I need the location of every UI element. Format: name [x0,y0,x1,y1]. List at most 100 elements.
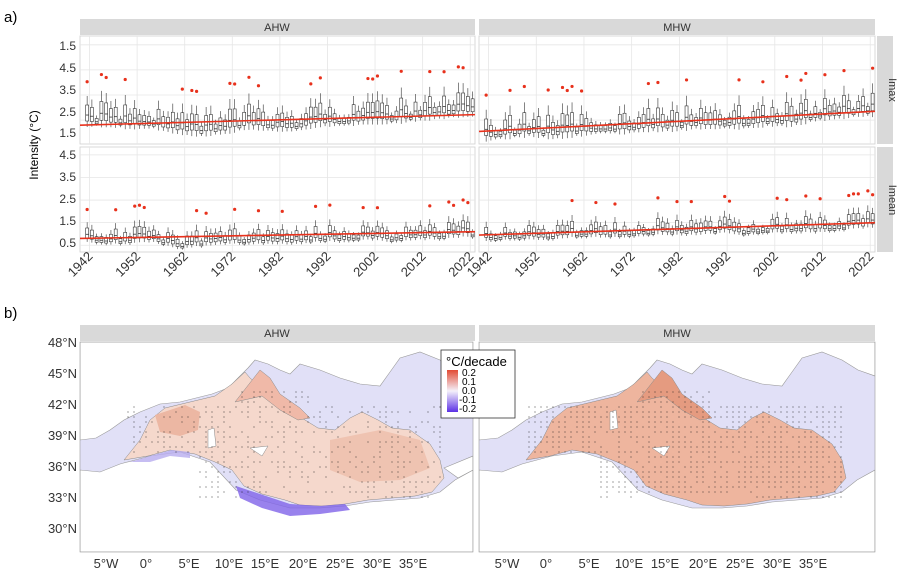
significance-dot [798,471,800,473]
xtick-1962: 1962 [160,249,191,280]
significance-dot [283,466,285,468]
significance-dot [744,461,746,463]
significance-dot [738,486,740,488]
significance-dot [133,441,135,443]
significance-dot [798,486,800,488]
significance-dot [786,481,788,483]
significance-dot [205,451,207,453]
box-ahw-imax-1950 [128,108,132,129]
xtick-2002: 2002 [750,249,781,280]
significance-dot [582,406,584,408]
outlier-point [823,73,827,77]
significance-dot [810,476,812,478]
ytick-bot-2: 1.5 [59,214,76,228]
significance-dot [762,466,764,468]
significance-dot [834,416,836,418]
significance-dot [241,431,243,433]
significance-dot [175,411,177,413]
outlier-point [466,201,470,205]
significance-dot [253,451,255,453]
significance-dot [708,446,710,448]
significance-dot [145,436,147,438]
significance-dot [127,416,129,418]
box-ahw-imean-1992 [328,203,332,242]
significance-dot [409,426,411,428]
significance-dot [325,466,327,468]
significance-dot [558,436,560,438]
box-ahw-imax-2002 [375,74,380,125]
significance-dot [660,391,662,393]
significance-dot [307,416,309,418]
significance-dot [822,491,824,493]
legend: °C/decade 0.2 0.1 0.0 -0.1 -0.2 [440,349,516,419]
significance-dot [768,406,770,408]
significance-dot [654,486,656,488]
significance-dot [606,496,608,498]
significance-dot [576,431,578,433]
outlier-point [114,208,118,212]
significance-dot [774,451,776,453]
outlier-point [594,200,598,205]
significance-dot [211,466,213,468]
significance-dot [816,436,818,438]
significance-dot [654,411,656,413]
significance-dot [534,416,536,418]
significance-dot [702,416,704,418]
significance-dot [546,436,548,438]
significance-dot [804,411,806,413]
box-mhw-imax-2014 [832,97,837,120]
significance-dot [672,401,674,403]
significance-dot [397,451,399,453]
significance-dot [756,466,758,468]
outlier-point [799,78,803,82]
box-ahw-imax-1949 [123,77,128,130]
significance-dot [840,466,842,468]
outlier-point [675,199,679,204]
significance-dot [588,436,590,438]
significance-dot [678,451,680,453]
significance-dot [223,406,225,408]
significance-dot [678,476,680,478]
significance-dot [756,476,758,478]
significance-dot [169,446,171,448]
outlier-point [180,87,184,91]
significance-dot [804,446,806,448]
island-corsica-mhw [609,409,619,431]
significance-dot [780,461,782,463]
significance-dot [684,401,686,403]
legend-label-4: -0.2 [459,404,477,415]
significance-dot [217,461,219,463]
box-ahw-imean-1943 [94,233,99,245]
significance-dot [235,436,237,438]
significance-dot [528,436,530,438]
box-mhw-imax-1995 [741,115,746,129]
significance-dot [271,436,273,438]
significance-dot [367,421,369,423]
significance-dot [738,436,740,438]
significance-dot [624,476,626,478]
outlier-point [451,203,456,207]
significance-dot [702,481,704,483]
significance-dot [343,486,345,488]
box-mhw-imean-2017 [846,193,851,230]
significance-dot [337,461,339,463]
significance-dot [235,466,237,468]
significance-dot [804,461,806,463]
significance-dot [810,456,812,458]
significance-dot [708,456,710,458]
significance-dot [277,461,279,463]
box-mhw-imean-1963 [589,219,593,238]
box-ahw-imax-1942 [90,99,94,127]
significance-dot [361,491,363,493]
significance-dot [582,436,584,438]
significance-dot [439,441,441,443]
significance-dot [684,491,686,493]
significance-dot [552,406,554,408]
box-ahw-imax-2016 [442,70,446,120]
box-ahw-imax-1992 [328,99,332,127]
box-ahw-imax-1970 [223,114,227,134]
significance-dot [325,421,327,423]
significance-dot [247,436,249,438]
significance-dot [570,431,572,433]
significance-dot [780,466,782,468]
